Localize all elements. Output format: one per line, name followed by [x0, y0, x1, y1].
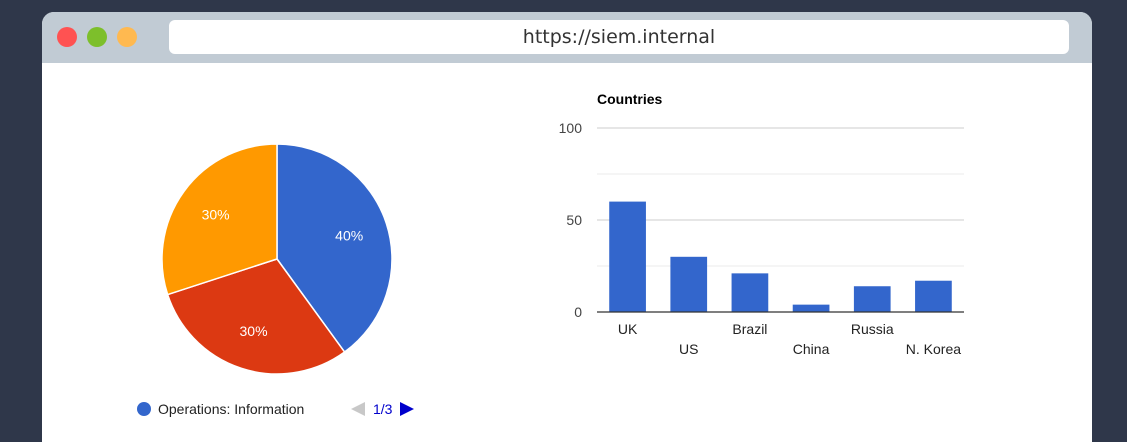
maximize-window-button[interactable]	[117, 27, 137, 47]
pie-legend: Operations: Information	[137, 401, 304, 417]
bar-5[interactable]	[915, 280, 952, 312]
x-tick-label-3: China	[793, 341, 830, 357]
pie-slice-label-2: 30%	[202, 206, 230, 222]
pie-chart: 40% 30% 30%	[161, 143, 393, 375]
legend-label: Operations: Information	[158, 401, 305, 417]
title-bar: https://siem.internal	[42, 12, 1092, 63]
x-tick-label-4: Russia	[851, 321, 894, 337]
legend-next-icon[interactable]	[400, 402, 415, 416]
legend-swatch	[137, 402, 151, 416]
bar-1[interactable]	[670, 256, 708, 312]
x-tick-label-1: US	[679, 341, 698, 357]
y-tick-label-2: 100	[559, 120, 583, 136]
close-window-button[interactable]	[57, 27, 77, 47]
legend-pager: 1/3	[351, 401, 415, 417]
legend-page-indicator: 1/3	[373, 401, 393, 417]
x-tick-label-2: Brazil	[732, 321, 767, 337]
pie-slice-0[interactable]	[276, 143, 393, 354]
pie-slice-2[interactable]	[161, 143, 278, 296]
address-bar[interactable]: https://siem.internal	[169, 20, 1069, 54]
bar-3[interactable]	[792, 304, 830, 312]
bar-0[interactable]	[609, 201, 646, 312]
y-tick-label-1: 50	[566, 212, 582, 228]
bar-2[interactable]	[731, 273, 769, 312]
pie-slice-label-0: 40%	[335, 228, 363, 244]
bar-4[interactable]	[853, 286, 891, 312]
url-text: https://siem.internal	[522, 26, 716, 48]
minimize-window-button[interactable]	[87, 27, 107, 47]
y-tick-label-0: 0	[574, 304, 582, 320]
pie-slice-label-1: 30%	[240, 323, 268, 339]
x-tick-label-0: UK	[618, 321, 638, 337]
browser-window: https://siem.internal 40% 30% 30% Operatio…	[42, 12, 1092, 442]
legend-prev-icon[interactable]	[351, 402, 365, 416]
pie-slice-1[interactable]	[166, 258, 346, 375]
x-tick-label-5: N. Korea	[906, 341, 961, 357]
bar-chart-title: Countries	[597, 91, 663, 107]
bar-chart: Countries 0 50 100 UK US Brazil China Russia N. K…	[559, 91, 964, 357]
